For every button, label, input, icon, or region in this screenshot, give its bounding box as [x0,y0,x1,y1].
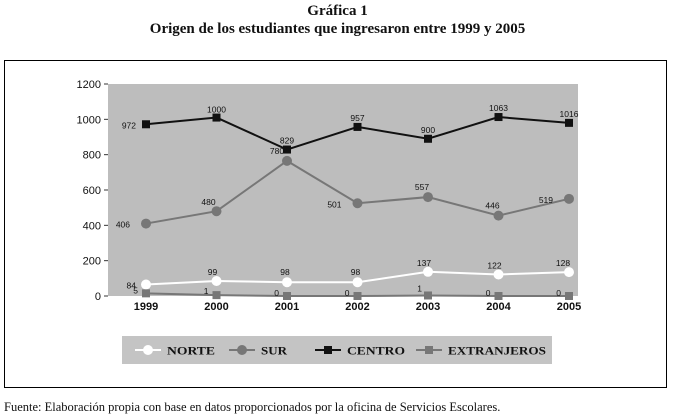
data-label-sur: 519 [539,195,553,205]
data-label-sur: 557 [415,182,429,192]
data-label-centro: 829 [280,136,294,146]
chart-frame [4,60,667,388]
y-tick-label: 600 [83,185,101,197]
point-centro [424,134,432,143]
data-label-sur: 501 [327,199,341,209]
point-norte [141,279,151,290]
y-tick-label: 200 [83,256,101,268]
data-label-centro: 1000 [207,105,226,115]
point-norte [423,266,433,277]
y-tick-label: 400 [83,220,101,232]
data-label-extranjeros: 5 [133,285,138,295]
data-label-extranjeros: 0 [486,288,491,298]
chart-title: Gráfica 1 [307,3,368,19]
point-extranjeros [212,291,221,300]
point-centro [283,145,291,154]
point-sur [282,155,292,166]
point-extranjeros [142,289,150,298]
point-centro [353,122,362,131]
legend-marker-norte [143,345,153,355]
y-tick-label: 1000 [77,114,101,126]
data-label-extranjeros: 0 [345,288,350,298]
y-tick-label: 800 [83,150,101,162]
data-label-norte: 98 [280,267,290,277]
data-label-norte: 98 [351,267,361,277]
point-norte [211,275,222,286]
chart-subtitle: Origen de los estudiantes que ingresaron… [149,21,526,37]
point-sur [423,192,433,203]
x-tick-label: 2002 [345,301,369,313]
data-label-centro: 1063 [489,103,508,113]
legend-marker-centro [324,346,332,354]
data-label-centro: 957 [350,113,364,123]
point-centro [142,120,150,129]
data-label-sur: 406 [116,220,130,230]
data-label-extranjeros: 0 [274,288,279,298]
legend-marker-sur [237,345,247,355]
x-tick-label: 2005 [557,301,581,313]
data-label-centro: 1016 [560,109,579,119]
data-label-sur: 780 [270,146,284,156]
data-label-norte: 99 [208,267,218,277]
point-extranjeros [353,292,362,300]
legend-label-centro: CENTRO [347,344,405,358]
legend-marker-extranjeros [425,346,433,354]
data-label-extranjeros: 1 [204,286,209,296]
point-extranjeros [565,292,573,300]
data-label-norte: 84 [127,281,137,291]
x-tick-label: 2001 [275,301,299,313]
point-centro [212,113,221,122]
x-tick-label: 2003 [416,301,440,313]
point-norte [352,277,363,288]
data-label-sur: 480 [201,197,215,207]
plot-area [108,84,578,296]
point-sur [141,218,151,229]
legend-label-sur: SUR [261,344,287,358]
point-centro [565,118,573,127]
x-tick-label: 2004 [486,301,511,313]
source-note: Fuente: Elaboración propia con base en d… [4,400,501,414]
point-sur [211,206,222,217]
point-extranjeros [494,292,503,300]
point-extranjeros [283,292,291,300]
data-label-norte: 122 [487,260,501,270]
data-label-extranjeros: 1 [417,283,422,293]
point-norte [493,269,504,280]
point-norte [282,277,292,288]
point-centro [494,113,503,122]
x-tick-label: 1999 [134,301,158,313]
data-label-norte: 128 [556,258,570,268]
legend-label-norte: NORTE [167,344,215,358]
data-label-centro: 900 [421,125,435,135]
x-tick-label: 2000 [204,301,228,313]
legend-label-extranjeros: EXTRANJEROS [448,344,546,358]
data-label-sur: 446 [485,201,499,211]
point-extranjeros [424,291,432,300]
point-sur [493,210,504,221]
data-label-extranjeros: 0 [556,288,561,298]
y-tick-label: 0 [95,291,101,303]
data-label-norte: 137 [417,258,431,268]
point-sur [352,198,363,209]
point-norte [564,267,574,278]
data-label-centro: 972 [122,120,136,130]
point-sur [564,193,574,204]
y-tick-label: 1200 [77,79,101,91]
